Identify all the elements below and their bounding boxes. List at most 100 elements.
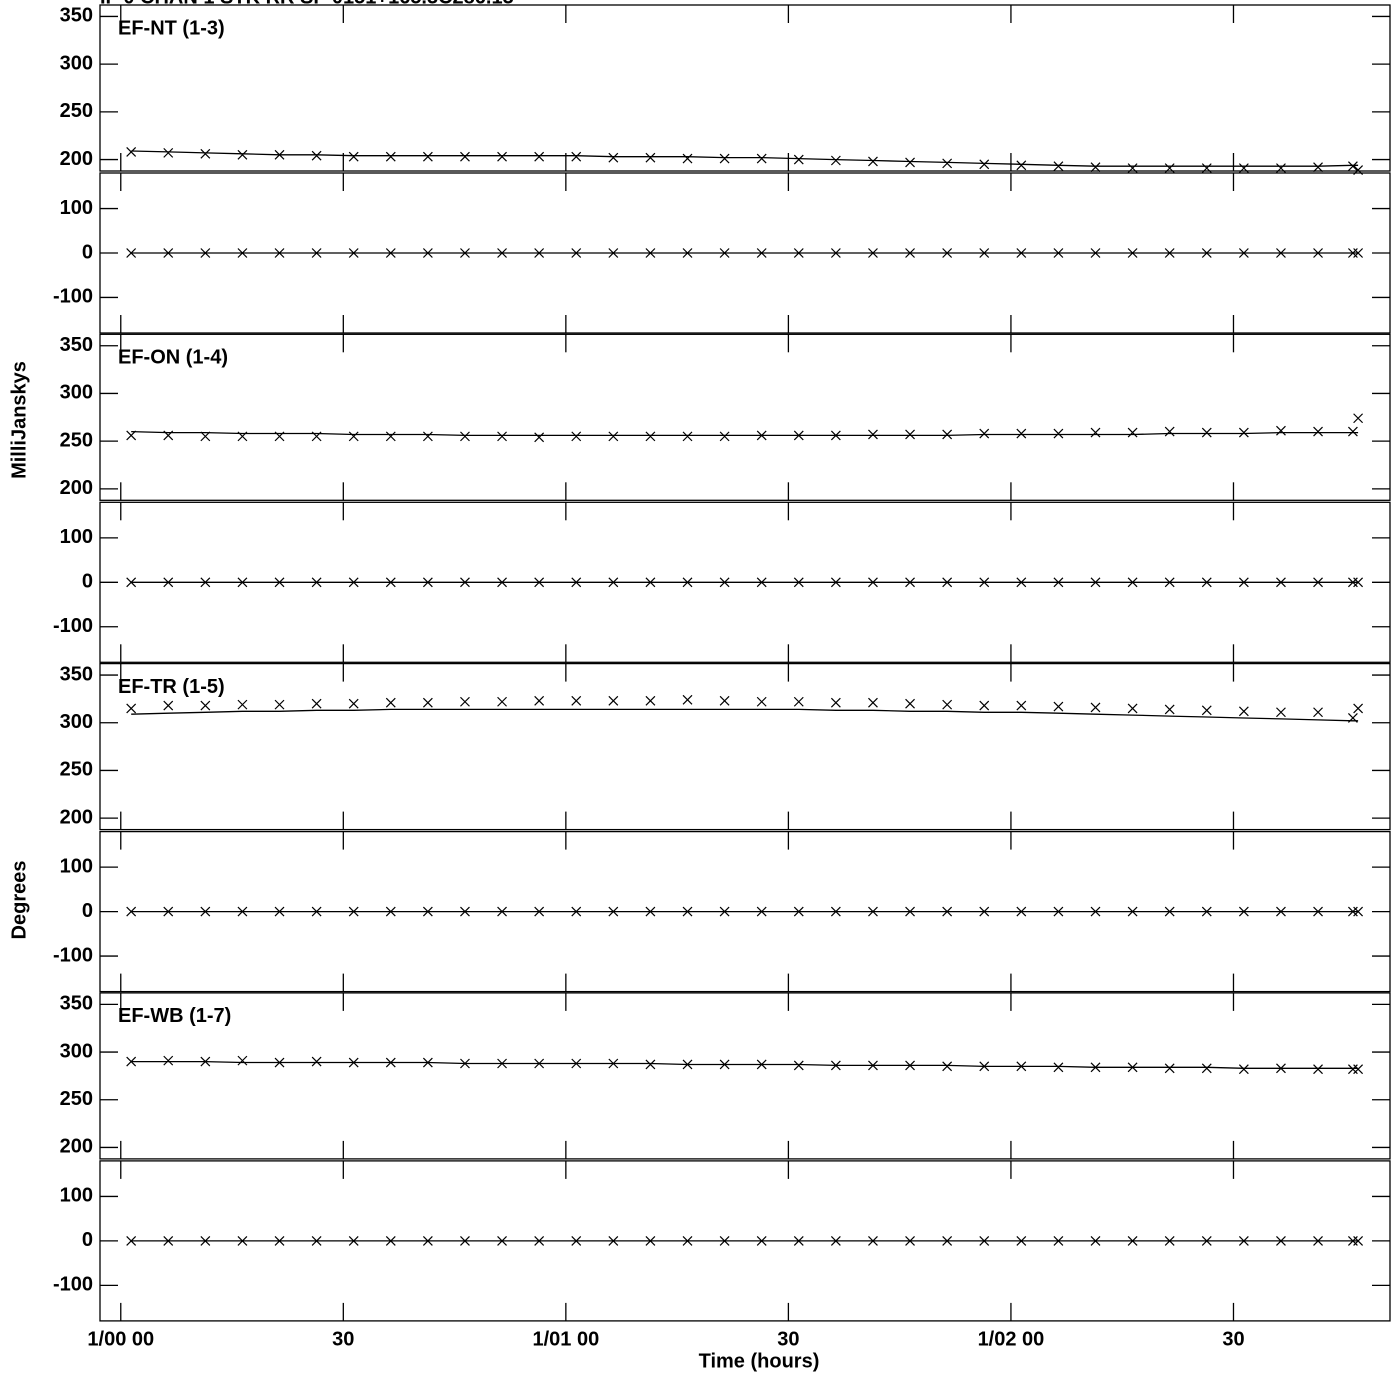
phase-point	[756, 577, 767, 588]
amp-point	[1127, 1062, 1138, 1073]
phase-point	[385, 248, 396, 258]
phase-point	[422, 906, 433, 917]
amp-point	[1353, 1064, 1364, 1075]
phase-point	[1276, 248, 1286, 258]
phase-point	[200, 577, 211, 588]
phase-point	[534, 248, 545, 258]
phase-point	[1238, 577, 1249, 588]
amp-point	[942, 158, 953, 169]
phase-point	[1353, 906, 1364, 917]
phase-point	[274, 577, 285, 588]
y-tick-label: 200	[60, 477, 93, 499]
phase-point	[126, 577, 137, 588]
amp-point	[756, 430, 767, 441]
phase-point	[460, 248, 470, 258]
y-tick-label: 300	[60, 52, 93, 74]
amp-point	[1276, 425, 1286, 436]
phase-point	[237, 248, 248, 258]
phase-point	[1016, 577, 1027, 588]
phase-point	[608, 577, 619, 588]
panel-frame	[99, 662, 1391, 831]
amp-point	[868, 697, 878, 708]
y-tick-label: -100	[53, 286, 93, 308]
phase-point	[868, 248, 878, 258]
amp-point	[905, 698, 915, 709]
phase-point	[1090, 248, 1101, 258]
phase-point	[1164, 1235, 1175, 1246]
phase-point	[497, 248, 507, 258]
amp-point	[1238, 706, 1249, 717]
phase-point	[237, 1235, 248, 1246]
phase-point	[460, 577, 470, 588]
amp-point	[942, 1061, 953, 1072]
phase-point	[163, 1235, 174, 1246]
panel-label: EF-WB (1-7)	[118, 1005, 231, 1027]
amp-point	[682, 694, 693, 705]
phase-point	[645, 906, 656, 917]
amp-point	[422, 431, 433, 442]
phase-point	[1313, 906, 1323, 917]
phase-point	[1276, 577, 1286, 588]
y-tick-label: 200	[60, 148, 93, 170]
amp-point	[608, 152, 619, 163]
phase-point	[163, 906, 174, 917]
phase-point	[274, 248, 285, 258]
x-tick-label: 1/02 00	[978, 1328, 1045, 1350]
phase-point	[793, 1235, 804, 1246]
phase-point	[979, 577, 990, 588]
y-tick-label: 100	[60, 197, 93, 219]
phase-point	[756, 248, 767, 258]
amp-point	[1201, 427, 1212, 438]
amp-point	[274, 1057, 285, 1068]
phase-point	[682, 248, 693, 258]
phase-point	[1238, 1235, 1249, 1246]
y-tick-label: 350	[60, 663, 93, 685]
phase-point	[571, 248, 582, 258]
amp-point	[905, 157, 915, 168]
amp-point	[756, 1059, 767, 1070]
amp-point	[348, 1057, 359, 1068]
phase-point	[719, 1235, 730, 1246]
amp-point	[830, 430, 841, 441]
phase-point	[905, 906, 915, 917]
amp-point	[1201, 163, 1212, 174]
amp-point	[571, 1058, 582, 1069]
amp-point	[868, 1060, 878, 1071]
amp-point	[274, 699, 285, 710]
phase-point	[1201, 1235, 1212, 1246]
phase-point	[126, 248, 137, 258]
amp-point	[163, 147, 174, 158]
phase-point	[979, 248, 990, 258]
phase-point	[1053, 248, 1064, 258]
phase-point	[1164, 577, 1175, 588]
amp-point	[830, 155, 841, 166]
amp-point	[385, 431, 396, 442]
y-tick-label: 350	[60, 5, 93, 27]
amp-point	[1201, 705, 1212, 716]
amp-point	[163, 1055, 174, 1066]
amp-point	[1127, 703, 1138, 714]
phase-point	[534, 577, 545, 588]
phase-point	[1353, 1235, 1364, 1246]
amp-point	[1347, 713, 1358, 723]
amp-point	[719, 431, 730, 442]
amp-point	[348, 431, 359, 442]
phase-point	[1053, 906, 1064, 917]
phase-point	[830, 906, 841, 917]
amp-point	[1347, 161, 1358, 172]
amp-point	[1313, 426, 1323, 437]
phase-point	[497, 1235, 507, 1246]
phase-point	[942, 906, 953, 917]
phase-point	[1016, 906, 1027, 917]
phase-point	[126, 1235, 137, 1246]
y-tick-label: 250	[60, 1088, 93, 1110]
amp-point	[1016, 700, 1027, 711]
amp-point	[1164, 704, 1175, 715]
phase-point	[497, 577, 507, 588]
amp-point	[1016, 428, 1027, 439]
panel-frame	[99, 333, 1391, 501]
amp-point	[385, 697, 396, 708]
amp-point	[1313, 162, 1323, 173]
y-axis-label: Degrees	[8, 861, 30, 940]
